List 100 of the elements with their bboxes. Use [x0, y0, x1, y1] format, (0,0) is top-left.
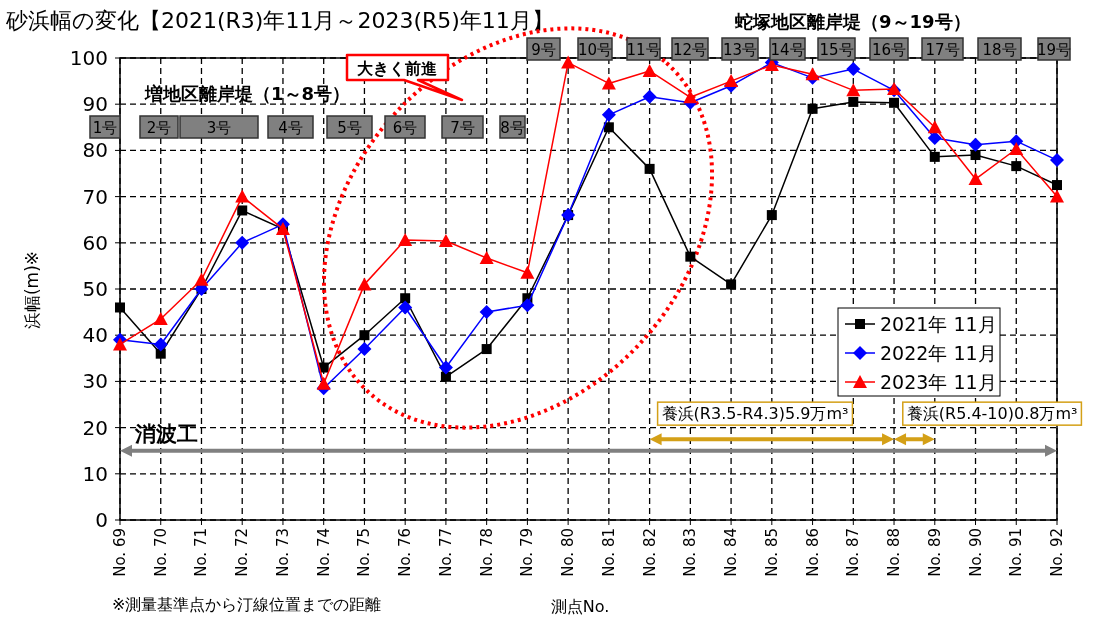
- x-tick-label: No. 88: [885, 528, 904, 577]
- point: [481, 344, 492, 355]
- point: [724, 74, 739, 88]
- x-tick-label: No. 70: [151, 528, 170, 577]
- point: [357, 342, 372, 357]
- x-tick-label: No. 92: [1048, 528, 1066, 577]
- annotation: 5号: [337, 119, 362, 137]
- point: [155, 348, 166, 359]
- y-tick-label: 0: [95, 508, 108, 532]
- x-tick-label: No. 90: [966, 528, 985, 577]
- annotation: 19号: [1036, 41, 1072, 59]
- point: [357, 277, 372, 291]
- point: [561, 55, 576, 69]
- y-tick-label: 50: [82, 277, 108, 301]
- point: [889, 97, 900, 108]
- point: [237, 205, 248, 216]
- point: [235, 235, 250, 250]
- point: [479, 251, 494, 265]
- x-tick-label: No. 71: [192, 528, 211, 577]
- annotation: 6号: [392, 119, 418, 137]
- point: [846, 83, 861, 97]
- point: [153, 312, 168, 326]
- point: [235, 189, 250, 203]
- point: [153, 337, 168, 352]
- x-tick-label: No. 80: [559, 528, 578, 577]
- x-tick-label: No. 86: [803, 528, 822, 577]
- point: [642, 89, 657, 104]
- point: [766, 210, 777, 221]
- annotation: 大きく前進: [357, 59, 438, 78]
- point: [194, 272, 209, 286]
- point: [601, 107, 616, 122]
- point: [438, 233, 453, 247]
- legend-label: 2021年 11月: [880, 313, 997, 335]
- x-tick-label: No. 87: [844, 528, 863, 577]
- point: [520, 298, 535, 313]
- point: [1009, 142, 1024, 156]
- y-tick-label: 80: [82, 138, 108, 163]
- x-tick-label: No. 81: [599, 528, 618, 577]
- annotation: 18号: [982, 41, 1017, 59]
- point: [846, 62, 861, 77]
- point: [642, 63, 657, 77]
- point: [1052, 180, 1062, 191]
- point: [479, 305, 494, 320]
- x-tick-label: No. 69: [111, 528, 129, 577]
- point: [601, 76, 616, 90]
- x-tick-label: No. 83: [681, 528, 700, 577]
- legend-label: 2022年 11月: [880, 342, 997, 364]
- point: [968, 137, 983, 152]
- y-tick-label: 100: [69, 46, 108, 70]
- point: [1011, 161, 1022, 172]
- x-tick-label: No. 77: [436, 528, 455, 577]
- point: [685, 251, 696, 262]
- point: [848, 96, 859, 107]
- point: [970, 150, 981, 161]
- annotation: 2号: [146, 119, 172, 137]
- point: [400, 293, 411, 304]
- x-tick-label: No. 89: [925, 528, 944, 577]
- x-tick-label: No. 76: [396, 528, 415, 577]
- x-tick-label: No. 74: [314, 528, 333, 577]
- x-tick-label: No. 82: [640, 528, 659, 577]
- point: [440, 371, 451, 382]
- x-tick-label: No. 75: [355, 528, 374, 577]
- point: [520, 265, 535, 279]
- y-tick-label: 60: [82, 230, 108, 255]
- point: [113, 337, 127, 351]
- point: [805, 67, 820, 81]
- annotation: 4号: [278, 119, 303, 137]
- x-tick-label: No. 91: [1007, 528, 1026, 577]
- annotation: 養浜(R5.4-10)0.8万m³: [906, 404, 1078, 424]
- point: [398, 233, 413, 247]
- point: [398, 300, 413, 315]
- y-axis-title: 浜幅(m)※: [22, 250, 42, 330]
- x-tick-label: No. 78: [477, 528, 496, 577]
- annotation: 増地区離岸堤（1～8号）: [144, 83, 351, 104]
- point: [603, 122, 614, 133]
- chart-title: 砂浜幅の変化【2021(R3)年11月～2023(R5)年11月】: [5, 8, 554, 33]
- x-tick-label: No. 73: [273, 528, 292, 577]
- point: [644, 163, 655, 174]
- y-tick-label: 90: [82, 92, 108, 117]
- point: [359, 330, 370, 341]
- x-tick-label: No. 72: [233, 528, 252, 577]
- annotation: 消波工: [134, 421, 198, 446]
- legend-label: 2023年 11月: [880, 371, 997, 393]
- y-tick-label: 30: [82, 369, 108, 394]
- point: [683, 90, 698, 104]
- point: [1050, 153, 1064, 168]
- y-tick-label: 10: [82, 461, 108, 486]
- point: [726, 279, 737, 290]
- x-tick-label: No. 84: [722, 528, 741, 577]
- point: [115, 302, 125, 313]
- y-tick-label: 70: [82, 184, 108, 209]
- y-tick-label: 40: [82, 323, 108, 348]
- point: [316, 376, 331, 390]
- annotation: 9号: [531, 41, 556, 59]
- annotation: 養浜(R3.5-R4.3)5.9万m³: [661, 404, 849, 424]
- point: [929, 151, 940, 162]
- point: [438, 360, 453, 375]
- y-tick-label: 20: [82, 415, 108, 440]
- point: [968, 172, 983, 186]
- annotation: 7号: [450, 119, 475, 137]
